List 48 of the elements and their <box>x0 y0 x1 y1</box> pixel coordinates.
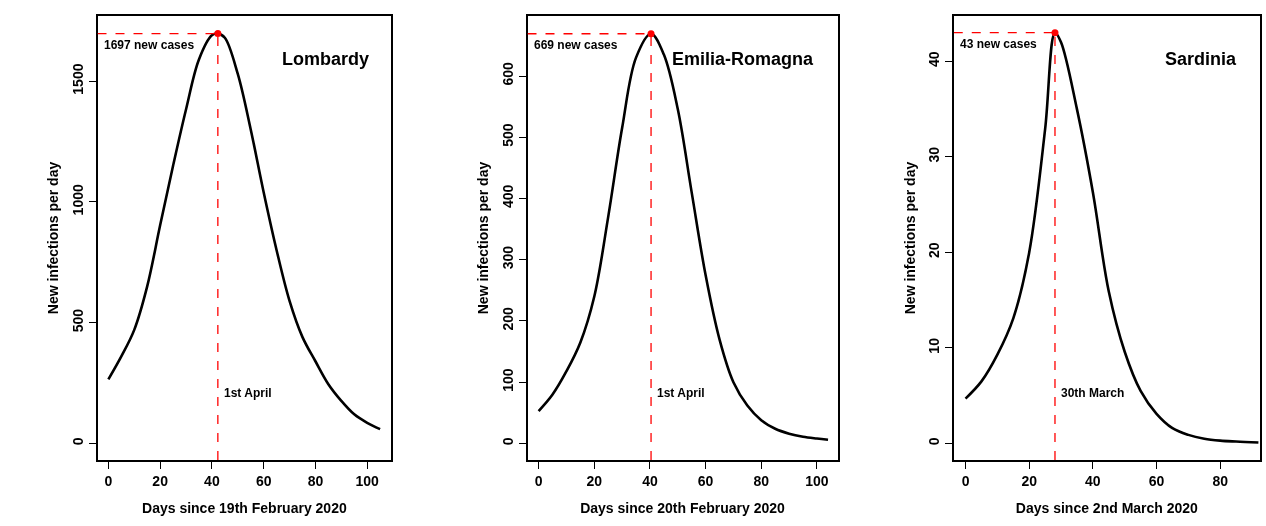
x-axis-title: Days since 20th February 2020 <box>580 500 786 517</box>
x-tick-label: 60 <box>255 472 272 489</box>
x-tick-label: 40 <box>642 472 658 489</box>
y-axis-title: New infections per day <box>901 161 918 315</box>
ref-line-label: 669 new cases <box>534 38 618 52</box>
y-tick-label: 1000 <box>70 184 87 216</box>
x-tick-label: 60 <box>697 472 714 489</box>
y-tick-label: 20 <box>926 242 943 259</box>
x-axis-title: Days since 19th February 2020 <box>142 500 347 517</box>
y-axis-title: New infections per day <box>475 161 492 315</box>
ref-line-label: 43 new cases <box>960 37 1038 51</box>
x-tick-label: 0 <box>534 472 543 489</box>
x-tick-label: 20 <box>152 472 169 489</box>
x-axis-title: Days since 2nd March 2020 <box>1015 500 1199 517</box>
y-tick-label: 0 <box>926 437 943 446</box>
y-tick-label: 600 <box>500 62 517 86</box>
ref-line-label: 30th March <box>1061 386 1125 400</box>
x-tick-label: 60 <box>1148 472 1165 489</box>
ref-line-label: 1st April <box>224 386 272 400</box>
x-tick-label: 40 <box>204 472 220 489</box>
y-tick-label: 0 <box>70 437 87 446</box>
y-tick-label: 300 <box>500 245 517 270</box>
y-tick-label: 400 <box>500 184 517 209</box>
x-tick-label: 40 <box>1085 472 1101 489</box>
ref-line-label: 1697 new cases <box>104 38 195 52</box>
x-tick-label: 0 <box>961 472 970 489</box>
y-tick-label: 10 <box>926 337 943 354</box>
y-axis-title: New infections per day <box>45 161 62 315</box>
x-tick-label: 0 <box>104 472 113 489</box>
x-tick-label: 100 <box>805 472 829 489</box>
x-tick-label: 80 <box>753 472 770 489</box>
y-tick-label: 0 <box>500 437 517 446</box>
y-tick-label: 30 <box>926 146 943 163</box>
y-tick-label: 40 <box>926 51 943 68</box>
y-tick-label: 500 <box>70 308 87 333</box>
x-tick-label: 100 <box>355 472 380 489</box>
x-tick-label: 20 <box>586 472 603 489</box>
x-tick-label: 20 <box>1021 472 1038 489</box>
text: Sardinia <box>1165 49 1238 69</box>
y-tick-label: 500 <box>500 123 517 147</box>
ref-line-label: 1st April <box>657 386 705 400</box>
x-tick-label: 80 <box>307 472 324 489</box>
x-tick-label: 80 <box>1212 472 1229 489</box>
y-tick-label: 1500 <box>70 63 87 95</box>
y-tick-label: 200 <box>500 306 517 331</box>
text: Emilia-Romagna <box>672 49 815 69</box>
text: Lombardy <box>282 49 370 69</box>
y-tick-label: 100 <box>500 368 517 392</box>
